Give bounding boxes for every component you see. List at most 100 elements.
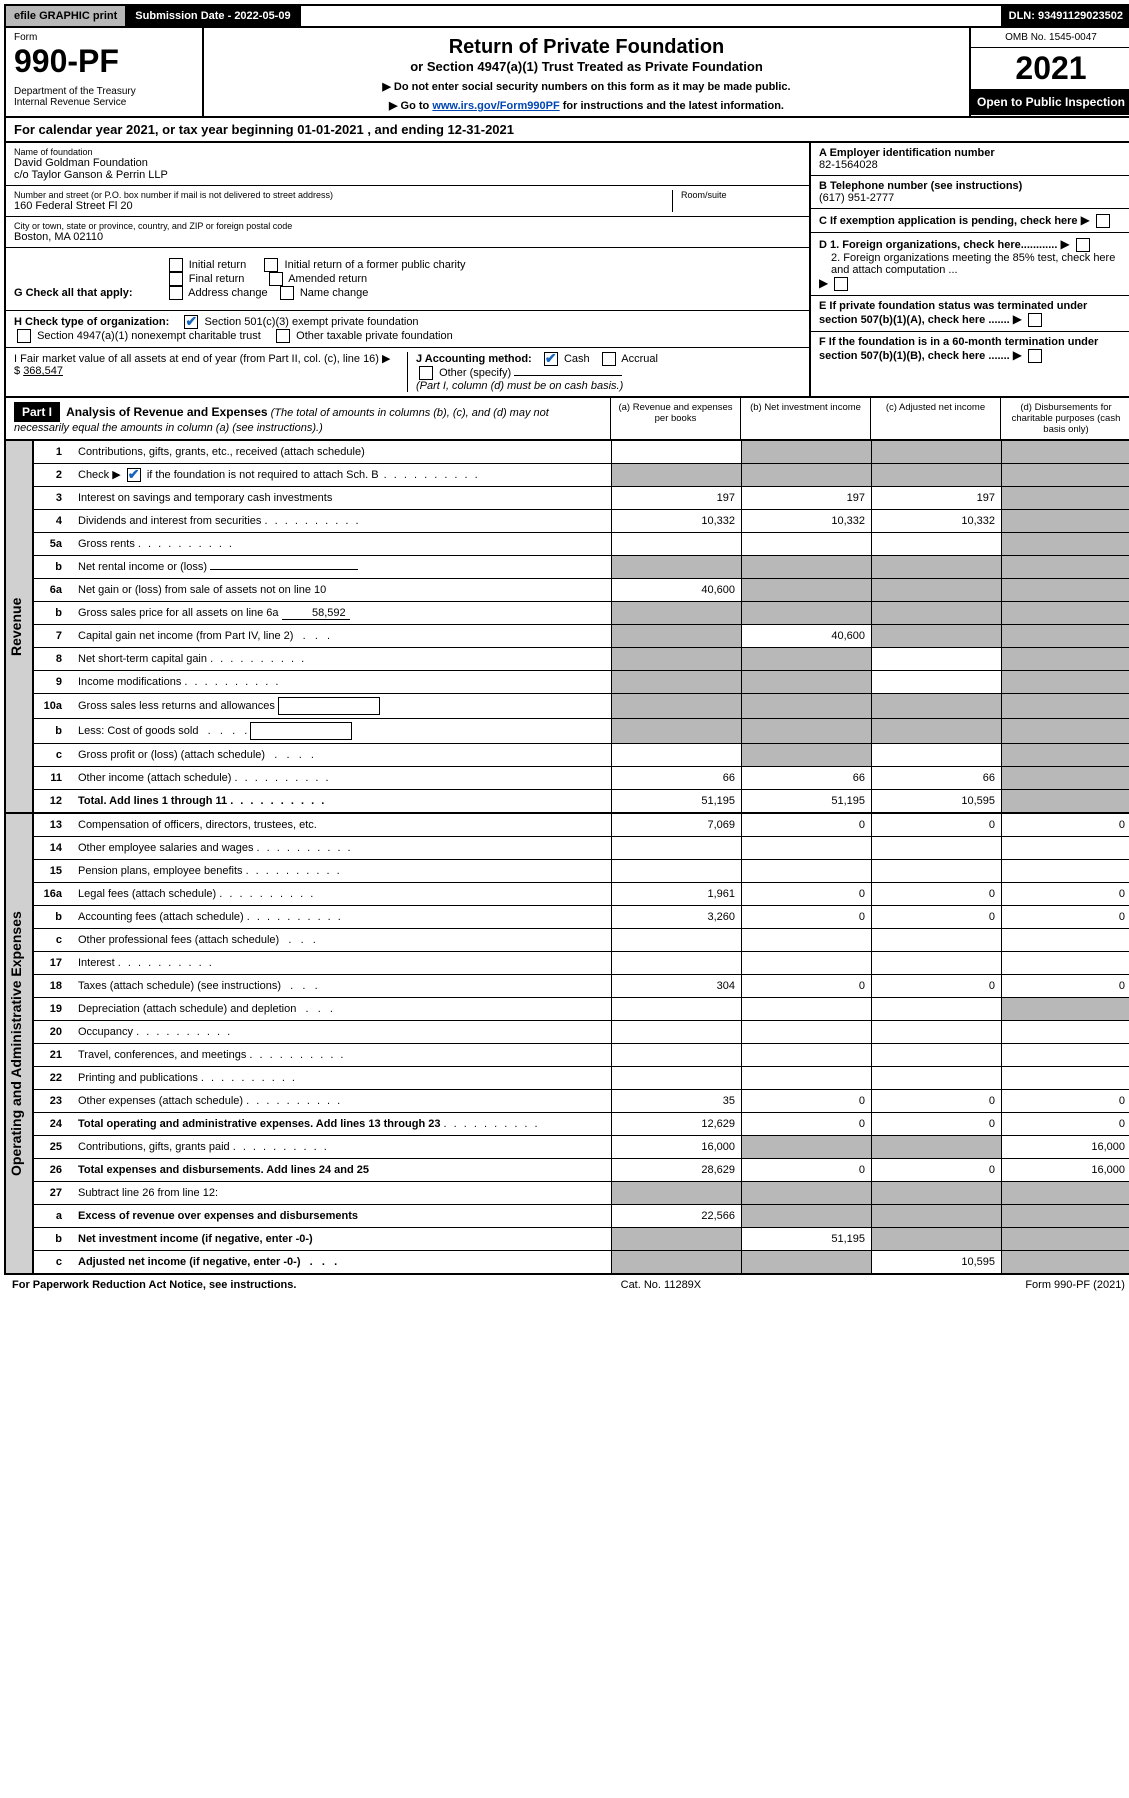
amt-b: 40,600	[741, 625, 871, 647]
line-desc: Gross sales less returns and allowances	[72, 694, 611, 718]
line-desc: Dividends and interest from securities	[72, 512, 611, 530]
header-left: Form 990-PF Department of the Treasury I…	[6, 28, 204, 116]
revenue-section: Revenue 1Contributions, gifts, grants, e…	[4, 441, 1129, 814]
section-ij: I Fair market value of all assets at end…	[6, 348, 809, 396]
line-desc: Taxes (attach schedule) (see instruction…	[72, 977, 611, 995]
room-label: Room/suite	[681, 190, 801, 200]
section-g: G Check all that apply: Initial return I…	[6, 248, 809, 311]
checkbox-address-change[interactable]	[169, 286, 183, 300]
j-accrual: Accrual	[621, 353, 658, 365]
amt-c: 0	[871, 906, 1001, 928]
checkbox-other-taxable[interactable]	[276, 329, 290, 343]
checkbox-501c3[interactable]	[184, 315, 198, 329]
line-num: 20	[34, 1023, 72, 1041]
dln-label: DLN: 93491129023502	[1001, 6, 1129, 26]
checkbox-schb[interactable]	[127, 468, 141, 482]
line-num: 1	[34, 443, 72, 461]
line-desc: Excess of revenue over expenses and disb…	[72, 1207, 611, 1225]
checkbox-amended[interactable]	[269, 272, 283, 286]
address-cell: Number and street (or P.O. box number if…	[6, 186, 809, 217]
line-num: 8	[34, 650, 72, 668]
line-desc: Total. Add lines 1 through 11	[72, 792, 611, 810]
checkbox-status-terminated[interactable]	[1028, 313, 1042, 327]
amt-c: 0	[871, 883, 1001, 905]
checkbox-accrual[interactable]	[602, 352, 616, 366]
h-other: Other taxable private foundation	[296, 330, 453, 342]
amt-c: 0	[871, 814, 1001, 836]
line-num: 17	[34, 954, 72, 972]
amt-c: 0	[871, 1090, 1001, 1112]
open-inspection: Open to Public Inspection	[971, 89, 1129, 115]
line-desc: Other income (attach schedule)	[72, 769, 611, 787]
header-right: OMB No. 1545-0047 2021 Open to Public In…	[969, 28, 1129, 116]
checkbox-other-method[interactable]	[419, 366, 433, 380]
line-num: 22	[34, 1069, 72, 1087]
line-desc: Compensation of officers, directors, tru…	[72, 816, 611, 834]
checkbox-initial-return[interactable]	[169, 258, 183, 272]
checkbox-foreign-85[interactable]	[834, 277, 848, 291]
footer-left: For Paperwork Reduction Act Notice, see …	[12, 1279, 296, 1291]
line-desc: Check ▶ if the foundation is not require…	[72, 465, 611, 485]
amt-a: 7,069	[611, 814, 741, 836]
line-num: 7	[34, 627, 72, 645]
checkbox-exemption-pending[interactable]	[1096, 214, 1110, 228]
g-label: G Check all that apply:	[14, 287, 133, 299]
line-num: 9	[34, 673, 72, 691]
line-desc: Pension plans, employee benefits	[72, 862, 611, 880]
submission-date: Submission Date - 2022-05-09	[127, 6, 300, 26]
line-desc: Contributions, gifts, grants, etc., rece…	[72, 443, 611, 461]
amt-a: 10,332	[611, 510, 741, 532]
checkbox-final-return[interactable]	[169, 272, 183, 286]
j-other: Other (specify)	[439, 367, 511, 379]
line-num: 13	[34, 816, 72, 834]
checkbox-name-change[interactable]	[280, 286, 294, 300]
g-amended: Amended return	[288, 273, 367, 285]
amt-a: 35	[611, 1090, 741, 1112]
amt-b: 0	[741, 814, 871, 836]
amt-d: 16,000	[1001, 1159, 1129, 1181]
section-d: D 1. Foreign organizations, check here..…	[811, 233, 1129, 296]
line-desc: Net short-term capital gain	[72, 650, 611, 668]
checkbox-initial-former[interactable]	[264, 258, 278, 272]
part1-title: Analysis of Revenue and Expenses	[66, 405, 267, 419]
checkbox-cash[interactable]	[544, 352, 558, 366]
line-desc: Occupancy	[72, 1023, 611, 1041]
line-num: 5a	[34, 535, 72, 553]
g-initial-former: Initial return of a former public charit…	[285, 259, 466, 271]
amt-b: 197	[741, 487, 871, 509]
name-label: Name of foundation	[14, 147, 801, 157]
irs-link[interactable]: www.irs.gov/Form990PF	[432, 100, 559, 112]
info-right: A Employer identification number 82-1564…	[811, 143, 1129, 396]
form-subtitle: or Section 4947(a)(1) Trust Treated as P…	[212, 59, 961, 74]
line-desc: Other professional fees (attach schedule…	[72, 931, 611, 949]
checkbox-4947[interactable]	[17, 329, 31, 343]
form-number: 990-PF	[14, 43, 194, 80]
line-desc: Legal fees (attach schedule)	[72, 885, 611, 903]
col-c-header: (c) Adjusted net income	[871, 398, 1001, 439]
amt-b: 51,195	[741, 1228, 871, 1250]
line-desc: Adjusted net income (if negative, enter …	[72, 1253, 611, 1271]
amt-a: 40,600	[611, 579, 741, 601]
line-num: c	[34, 746, 72, 764]
info-section: Name of foundation David Goldman Foundat…	[4, 143, 1129, 398]
amt-d: 0	[1001, 1090, 1129, 1112]
line-6b-value: 58,592	[282, 607, 350, 620]
line-desc: Total expenses and disbursements. Add li…	[72, 1161, 611, 1179]
amt-a: 66	[611, 767, 741, 789]
top-bar: efile GRAPHIC print Submission Date - 20…	[4, 4, 1129, 28]
checkbox-foreign-org[interactable]	[1076, 238, 1090, 252]
f-label: F If the foundation is in a 60-month ter…	[819, 336, 1098, 362]
checkbox-60month[interactable]	[1028, 349, 1042, 363]
line-desc: Subtract line 26 from line 12:	[72, 1184, 611, 1202]
column-headers: (a) Revenue and expenses per books (b) N…	[610, 398, 1129, 439]
amt-d: 16,000	[1001, 1136, 1129, 1158]
amt-d: 0	[1001, 883, 1129, 905]
amt-b: 0	[741, 1113, 871, 1135]
note-ssn: ▶ Do not enter social security numbers o…	[212, 80, 961, 93]
note2-post: for instructions and the latest informat…	[560, 100, 784, 112]
section-h: H Check type of organization: Section 50…	[6, 311, 809, 348]
amt-c: 0	[871, 975, 1001, 997]
line-num: 16a	[34, 885, 72, 903]
i-label: I Fair market value of all assets at end…	[14, 353, 390, 377]
line-desc: Interest	[72, 954, 611, 972]
